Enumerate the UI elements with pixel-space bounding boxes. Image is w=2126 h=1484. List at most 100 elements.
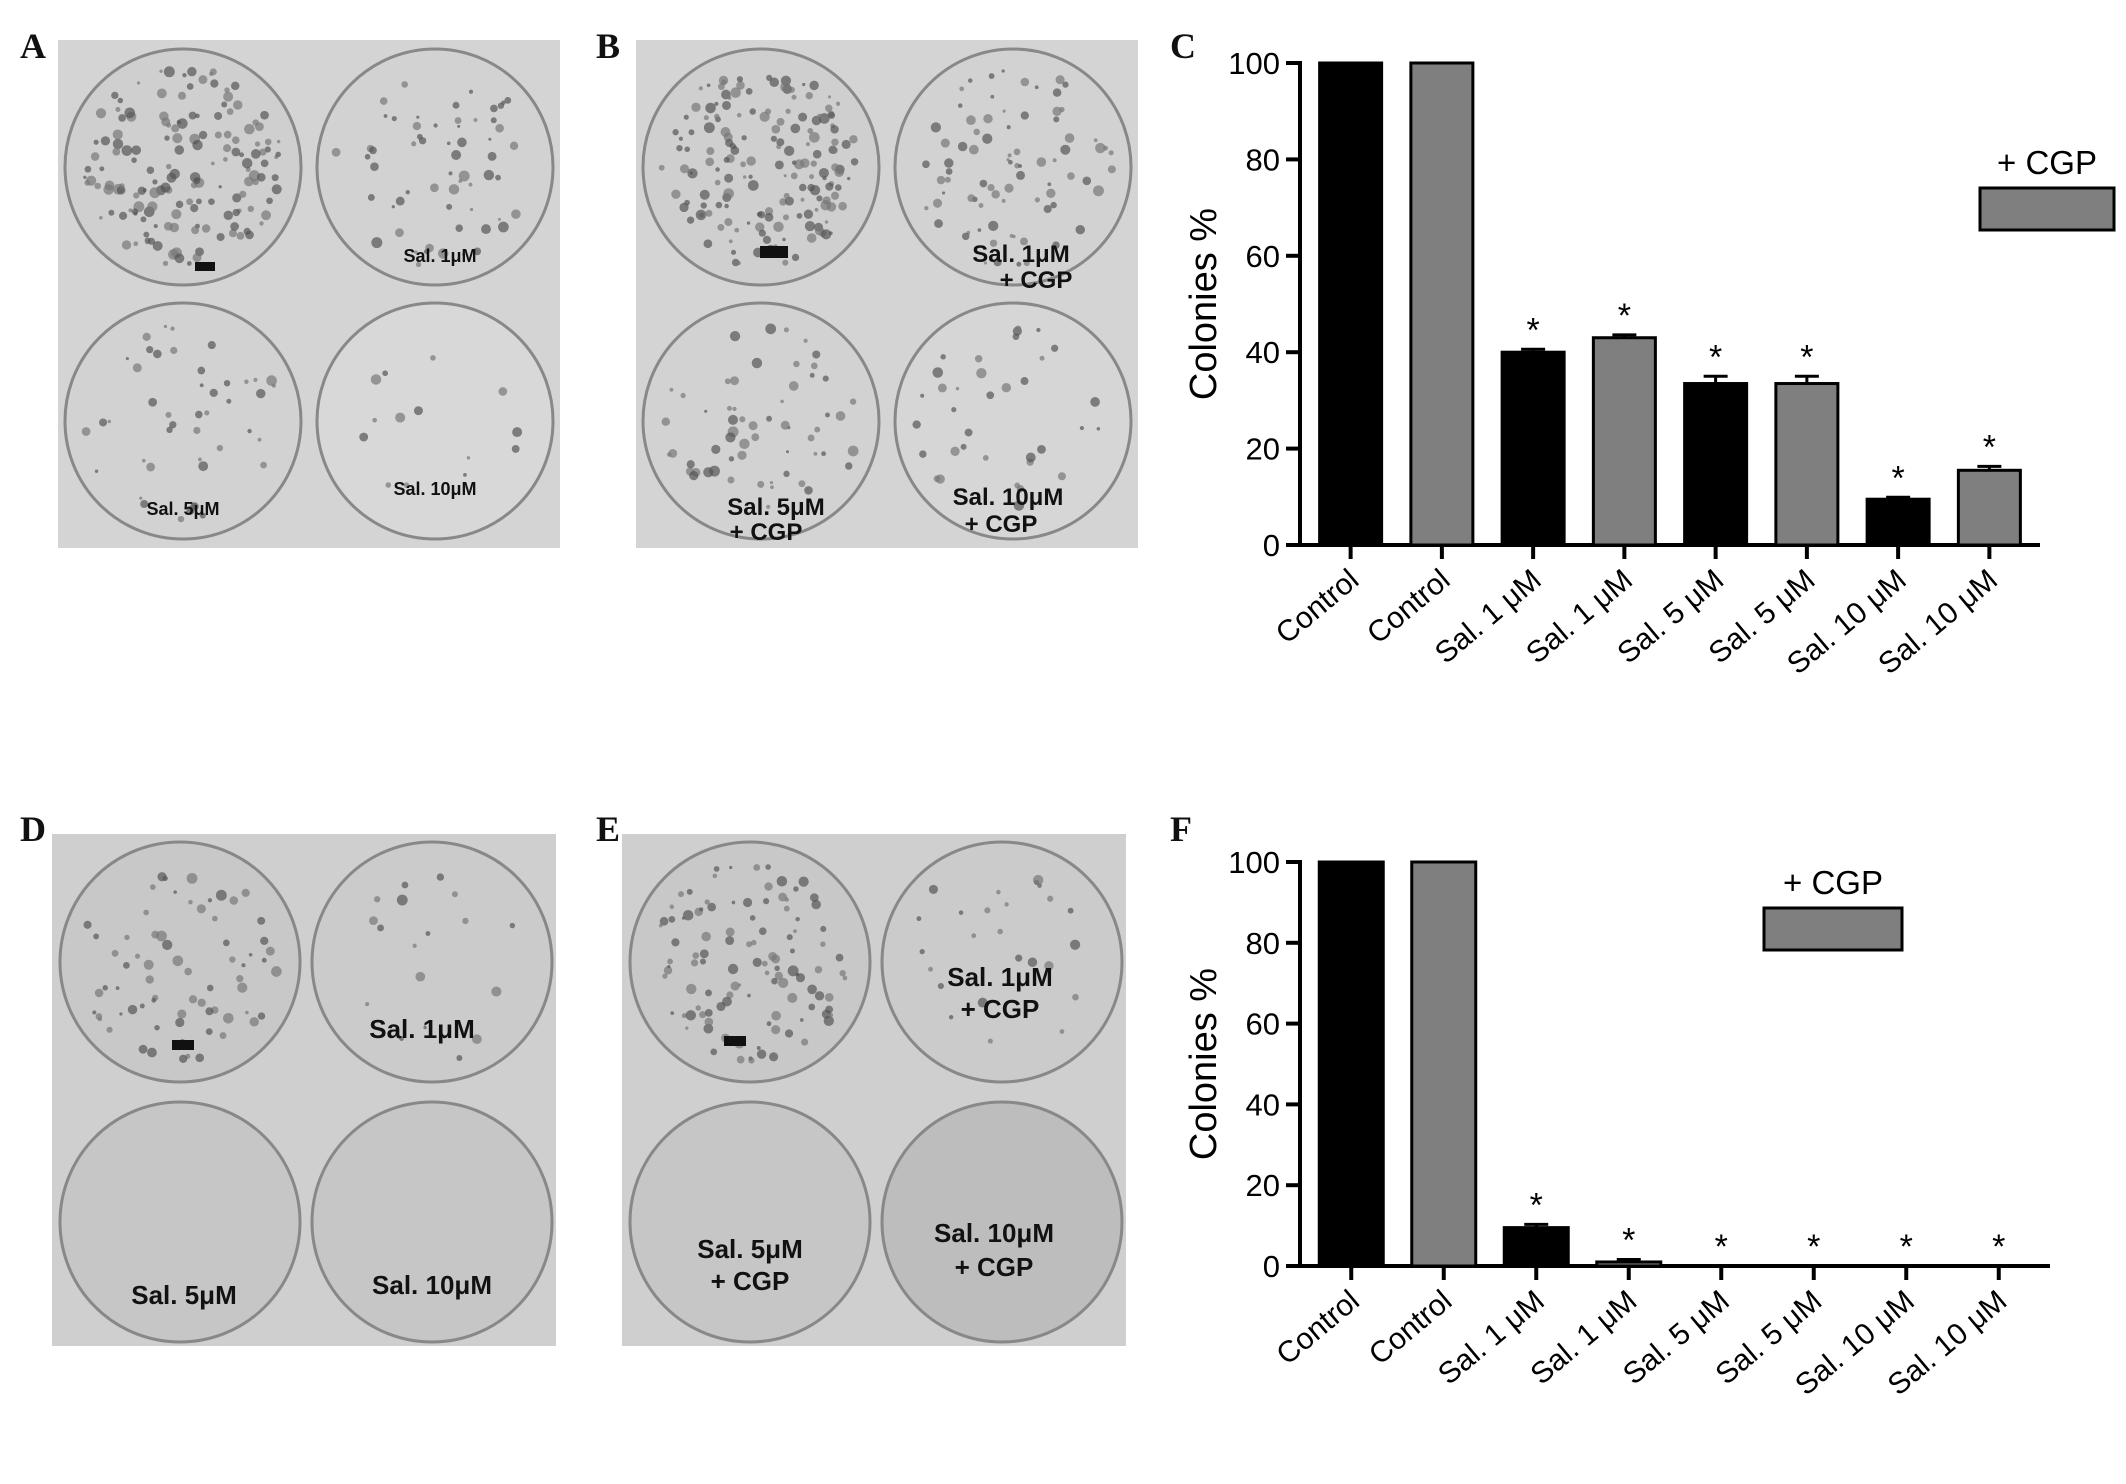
dish-photo-d: Sal. 1μM Sal. 5μM Sal. 10μM (52, 834, 556, 1346)
colony-dot (169, 421, 177, 429)
colony-dot (814, 965, 823, 974)
colony-dot (725, 432, 736, 443)
colony-dot (230, 222, 239, 231)
panel-letter-e: E (596, 809, 621, 849)
colony-dot (1004, 183, 1014, 193)
colony-dot (977, 997, 988, 1008)
colony-dot (430, 355, 436, 361)
colony-dot (678, 136, 683, 141)
colony-dot (662, 973, 668, 979)
colony-dot (825, 104, 833, 112)
colony-dot (971, 933, 977, 939)
dish-photo-b: Sal. 1μM + CGP Sal. 5μM + CGP Sal. 10μM … (636, 40, 1138, 548)
colony-dot (919, 948, 925, 955)
dish-label: + CGP (711, 1266, 790, 1296)
colony-dot (748, 1057, 755, 1064)
colony-dot (710, 1048, 718, 1056)
colony-dot (955, 386, 960, 391)
colony-dot (172, 955, 184, 967)
colony-dot (830, 125, 839, 134)
colony-dot (147, 1047, 157, 1058)
colony-dot (149, 187, 161, 199)
colony-dot (191, 226, 200, 235)
colony-dot (773, 221, 784, 232)
colony-dot (415, 971, 426, 982)
colony-dot (730, 376, 739, 386)
colony-dot (811, 899, 821, 910)
dish-label: Sal. 10μM (393, 479, 476, 499)
colony-dot (229, 956, 236, 963)
colony-dot (209, 388, 218, 398)
colony-dot (1008, 159, 1013, 165)
colony-dot (787, 992, 798, 1003)
colony-dot (125, 356, 129, 361)
colony-dot (669, 904, 675, 910)
colony-dot (172, 133, 183, 144)
colony-dot (988, 73, 995, 80)
colony-dot (1020, 111, 1029, 120)
dish-label: + CGP (730, 519, 803, 546)
panel-letter-f: F (1170, 809, 1192, 849)
colony-dot (371, 237, 383, 249)
legend-label: + CGP (1997, 144, 2097, 181)
colony-dot (154, 1024, 160, 1031)
colony-dot (136, 81, 141, 85)
colony-dot (969, 144, 979, 155)
colony-dot (810, 893, 819, 902)
colony-dot (686, 983, 697, 995)
colony-dot (216, 232, 225, 242)
colony-dot (809, 80, 819, 91)
colony-dot (1023, 260, 1030, 267)
colony-dot (730, 87, 741, 98)
colony-dot (84, 179, 91, 186)
colony-dot (140, 499, 149, 508)
bar (1409, 61, 1475, 547)
colony-dot (108, 209, 115, 216)
colony-dot (699, 189, 710, 200)
colony-dot (100, 136, 111, 146)
colony-dot (102, 985, 108, 991)
colony-dot (169, 168, 180, 179)
colony-dot (961, 232, 970, 241)
significance-marker: * (1622, 1222, 1635, 1260)
colony-dot (794, 159, 805, 170)
colony-dot (835, 953, 844, 962)
colony-dot (195, 248, 203, 256)
colony-dot (810, 362, 818, 370)
colony-dot (729, 142, 736, 150)
colony-dot (704, 1008, 713, 1017)
colony-dot (83, 175, 87, 179)
colony-dot (132, 363, 142, 373)
colony-dot (964, 428, 973, 437)
colony-dot (742, 175, 747, 179)
colony-dot (755, 222, 765, 232)
colony-dot (812, 350, 821, 359)
colony-dot (222, 939, 230, 947)
colony-dot (812, 149, 822, 159)
colony-dot (198, 75, 208, 85)
colony-dot (212, 915, 218, 922)
legend-swatch (1762, 906, 1904, 952)
colony-dot (370, 374, 382, 385)
y-tick-label: 40 (1246, 335, 1280, 370)
colony-dot (1004, 902, 1009, 907)
colony-dot (749, 915, 756, 921)
colony-dot (1027, 957, 1038, 967)
colony-dot (369, 916, 378, 926)
colony-dot (1013, 148, 1021, 156)
dish-d4 (310, 1100, 554, 1344)
colony-dot (935, 474, 945, 484)
colony-dot (151, 997, 157, 1003)
colony-dot (498, 221, 509, 233)
colony-dot (1052, 88, 1062, 97)
colony-dot (115, 986, 120, 991)
colony-dot (391, 115, 397, 122)
colony-dot (162, 260, 169, 266)
colony-dot (174, 253, 185, 264)
y-tick-label: 20 (1246, 1168, 1280, 1203)
colony-dot (736, 1055, 745, 1064)
colony-dot (786, 934, 793, 941)
colony-dot (817, 113, 823, 119)
colony-dot (721, 79, 727, 85)
colony-dot (448, 171, 453, 176)
